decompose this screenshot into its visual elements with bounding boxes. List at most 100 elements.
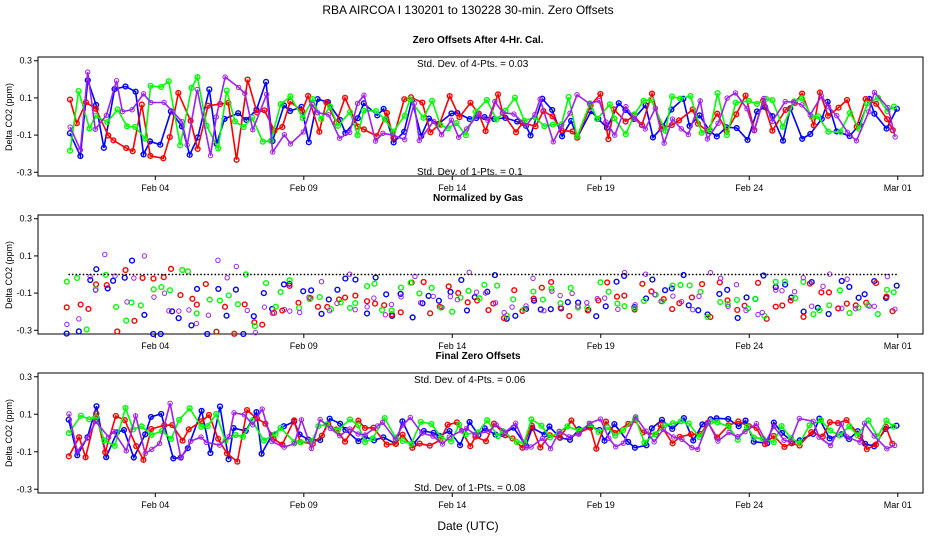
data-point	[779, 123, 786, 130]
reference-dot	[866, 273, 869, 276]
data-point	[316, 293, 323, 301]
data-point	[566, 434, 572, 440]
data-point	[715, 438, 721, 444]
data-point	[252, 329, 259, 336]
reference-dot	[442, 273, 445, 276]
reference-dot	[809, 273, 812, 276]
data-point	[272, 430, 279, 438]
reference-dot	[492, 273, 495, 276]
data-point	[820, 283, 826, 290]
data-point	[532, 111, 538, 118]
data-point	[92, 101, 100, 109]
data-point	[372, 108, 380, 115]
data-point	[834, 113, 840, 119]
data-point	[309, 101, 315, 108]
data-point	[855, 304, 862, 311]
data-point	[77, 301, 84, 308]
data-point	[494, 91, 502, 98]
data-point	[337, 420, 344, 427]
data-point	[105, 434, 112, 440]
data-point	[782, 98, 788, 105]
panel-title-1: Normalized by Gas	[433, 193, 523, 204]
data-point	[883, 125, 890, 132]
data-point	[481, 425, 488, 432]
data-point	[707, 313, 714, 321]
data-point	[222, 437, 229, 444]
x-ticks-1	[154, 334, 899, 338]
data-point	[133, 443, 140, 450]
reference-dot	[185, 273, 188, 276]
data-point	[341, 294, 349, 301]
data-point	[104, 119, 111, 126]
data-point	[188, 322, 195, 329]
data-point	[326, 308, 333, 314]
data-point	[456, 114, 463, 121]
data-point	[263, 91, 270, 98]
data-point	[430, 433, 436, 439]
data-point	[844, 129, 851, 135]
reference-dot	[609, 273, 612, 276]
data-point	[605, 136, 612, 143]
reference-dot	[823, 273, 826, 276]
data-point	[402, 136, 408, 143]
data-point	[576, 431, 582, 437]
data-point	[742, 92, 749, 99]
data-point	[844, 434, 850, 440]
data-point	[427, 310, 434, 317]
data-point	[574, 304, 582, 311]
data-point	[864, 100, 871, 107]
data-point	[677, 95, 684, 102]
data-point	[132, 88, 139, 95]
reference-dot	[695, 273, 698, 276]
data-point	[342, 275, 349, 282]
data-point	[166, 134, 173, 141]
data-point	[817, 417, 825, 424]
data-point	[638, 121, 646, 129]
data-point	[299, 114, 306, 122]
data-point	[123, 448, 130, 454]
data-point	[556, 428, 562, 435]
reference-dot	[802, 273, 805, 276]
data-point	[225, 292, 232, 299]
reference-dot	[713, 273, 716, 276]
reference-dot	[371, 273, 374, 276]
data-point	[352, 299, 359, 307]
data-point	[77, 147, 84, 153]
data-point	[185, 426, 192, 433]
data-point	[669, 305, 676, 313]
reference-dot	[453, 273, 455, 276]
data-point	[743, 294, 750, 301]
data-point	[167, 265, 175, 273]
data-point	[416, 440, 423, 447]
reference-dot	[752, 273, 755, 276]
data-point	[751, 128, 757, 134]
data-point	[883, 293, 890, 300]
data-point	[838, 421, 845, 427]
data-point	[121, 274, 128, 281]
data-point	[690, 306, 696, 313]
data-point	[140, 151, 147, 158]
data-point	[105, 132, 112, 139]
data-point	[846, 423, 853, 430]
x-tick-label: Feb 24	[735, 341, 763, 351]
data-point	[455, 289, 462, 297]
data-point	[464, 299, 471, 306]
data-point	[602, 418, 610, 425]
reference-dot	[488, 273, 491, 276]
data-point	[885, 104, 891, 111]
data-marks-2	[65, 400, 900, 465]
data-point	[773, 287, 779, 293]
data-point	[586, 420, 593, 426]
reference-dot	[513, 273, 516, 276]
data-point	[541, 123, 548, 130]
data-point	[482, 127, 489, 135]
data-point	[613, 278, 620, 285]
data-point	[648, 90, 656, 97]
data-point	[685, 302, 692, 309]
data-point	[406, 96, 414, 103]
data-point	[137, 302, 144, 309]
data-point	[380, 105, 387, 112]
reference-dot	[552, 273, 555, 276]
data-point	[792, 295, 799, 302]
reference-dot	[702, 273, 705, 276]
